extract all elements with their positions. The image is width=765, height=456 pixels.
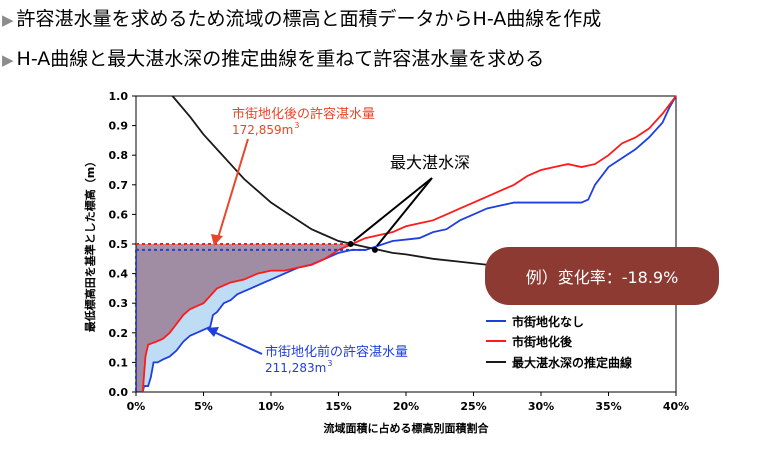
y-tick-label: 0.4: [109, 268, 129, 281]
y-tick-label: 0.0: [109, 386, 129, 399]
example-callout-text: 例）変化率：-18.9%: [526, 268, 679, 287]
series-line-2: [171, 95, 488, 266]
x-tick-label: 0%: [127, 400, 146, 413]
y-tick-label: 0.3: [109, 297, 129, 310]
after-annotation-arrow: [217, 138, 249, 239]
example-callout-box: [485, 247, 719, 305]
before-annotation-title: 市街地化前の許容湛水量: [265, 344, 408, 360]
max-depth-pointer-2: [376, 177, 433, 247]
legend-label-2: 最大湛水深の推定曲線: [512, 355, 632, 370]
y-tick-label: 0.5: [109, 238, 129, 251]
series-line-0: [141, 95, 677, 393]
before-annotation-sup: 3: [327, 359, 332, 368]
bullet-2-text: H-A曲線と最大湛水深の推定曲線を重ねて許容湛水量を求める: [16, 48, 545, 70]
y-tick-label: 0.8: [109, 149, 129, 162]
after-annotation-sup: 3: [294, 121, 299, 130]
x-tick-label: 35%: [595, 400, 621, 413]
bullet-2: ▶ H-A曲線と最大湛水深の推定曲線を重ねて許容湛水量を求める: [2, 44, 544, 71]
legend-label-0: 市街地化なし: [512, 314, 584, 329]
y-tick-label: 1.0: [109, 90, 129, 103]
x-tick-label: 25%: [460, 400, 486, 413]
intersection-point: [347, 241, 354, 247]
after-annotation-title: 市街地化後の許容湛水量: [232, 106, 375, 122]
triangle-bullet-icon: ▶: [2, 11, 14, 29]
x-axis-label: 流域面積に占める標高別面積割合: [324, 421, 490, 435]
y-tick-label: 0.9: [109, 120, 129, 133]
after-annotation-arrowhead: [211, 234, 223, 246]
triangle-bullet-icon: ▶: [2, 51, 14, 69]
bullet-1-text: 許容湛水量を求めるため流域の標高と面積データからH-A曲線を作成: [16, 8, 602, 30]
max-depth-pointer-1: [353, 177, 433, 242]
x-tick-label: 40%: [663, 400, 689, 413]
after-shading-area: [136, 244, 352, 392]
before-annotation-value: 211,283m: [265, 361, 326, 375]
x-tick-label: 5%: [194, 400, 213, 413]
x-tick-label: 30%: [528, 400, 554, 413]
x-tick-label: 10%: [258, 400, 284, 413]
after-annotation-value: 172,859m: [232, 123, 293, 137]
before-annotation-arrowhead: [206, 327, 219, 337]
intersection-point: [371, 246, 378, 253]
x-tick-label: 15%: [325, 400, 351, 413]
y-tick-label: 0.6: [109, 208, 129, 221]
bullet-1: ▶ 許容湛水量を求めるため流域の標高と面積データからH-A曲線を作成: [2, 4, 601, 31]
before-annotation-arrow: [213, 331, 263, 355]
max-depth-label: 最大湛水深: [390, 153, 470, 172]
y-axis-label: 最低標高田を基準とした標高（m）: [83, 156, 97, 332]
series-line-1: [141, 95, 677, 393]
legend-label-1: 市街地化後: [512, 334, 573, 349]
y-tick-label: 0.7: [109, 179, 129, 192]
y-tick-label: 0.1: [109, 356, 129, 369]
x-tick-label: 20%: [393, 400, 419, 413]
y-tick-label: 0.2: [109, 327, 129, 340]
